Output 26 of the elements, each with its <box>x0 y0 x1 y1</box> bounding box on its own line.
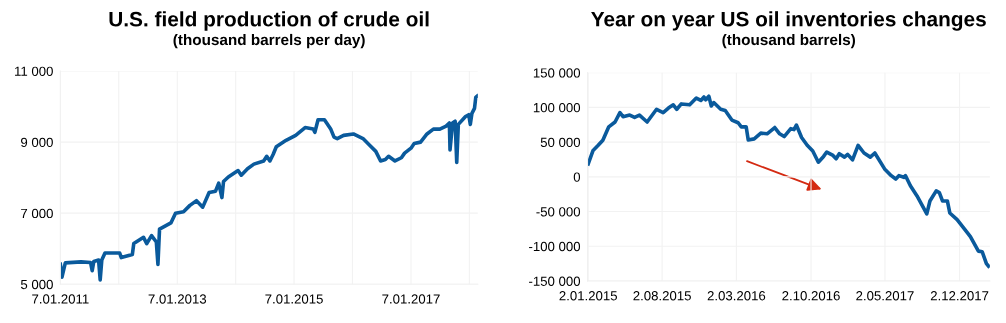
x-tick-label: 2.01.2015 <box>559 291 617 301</box>
line-series <box>587 94 990 268</box>
y-tick-label: 9 000 <box>21 137 53 148</box>
x-tick-label: 2.12.2017 <box>930 291 989 301</box>
y-tick-label: 150 000 <box>533 68 581 78</box>
y-tick-label: -100 000 <box>529 241 581 252</box>
y-tick-label: 7 000 <box>21 208 53 219</box>
y-tick-label: 50 000 <box>540 137 581 148</box>
chart-subtitle: (thousand barrels per day) <box>173 33 365 49</box>
x-tick-label: 7.01.2013 <box>148 294 207 304</box>
y-tick-label: 100 000 <box>533 102 581 113</box>
y-tick-label: 5 000 <box>20 279 53 290</box>
chart-title: Year on year US oil inventories changes <box>591 11 986 31</box>
x-tick-label: 2.03.2016 <box>707 291 766 301</box>
x-tick-label: 7.01.2017 <box>382 294 440 304</box>
chart-subtitle: (thousand barrels) <box>722 33 856 49</box>
x-tick-label: 2.10.2016 <box>782 291 840 301</box>
chart-title: U.S. field production of crude oil <box>109 11 429 31</box>
x-tick-label: 7.01.2015 <box>265 294 323 304</box>
y-tick-label: 0 <box>573 172 581 182</box>
y-tick-label: -150 000 <box>529 276 581 286</box>
x-tick-label: 7.01.2011 <box>32 294 89 304</box>
y-tick-label: 11 000 <box>15 66 53 76</box>
x-tick-label: 2.08.2015 <box>633 291 691 301</box>
y-tick-label: -50 000 <box>536 207 581 217</box>
x-tick-label: 2.05.2017 <box>856 291 914 301</box>
